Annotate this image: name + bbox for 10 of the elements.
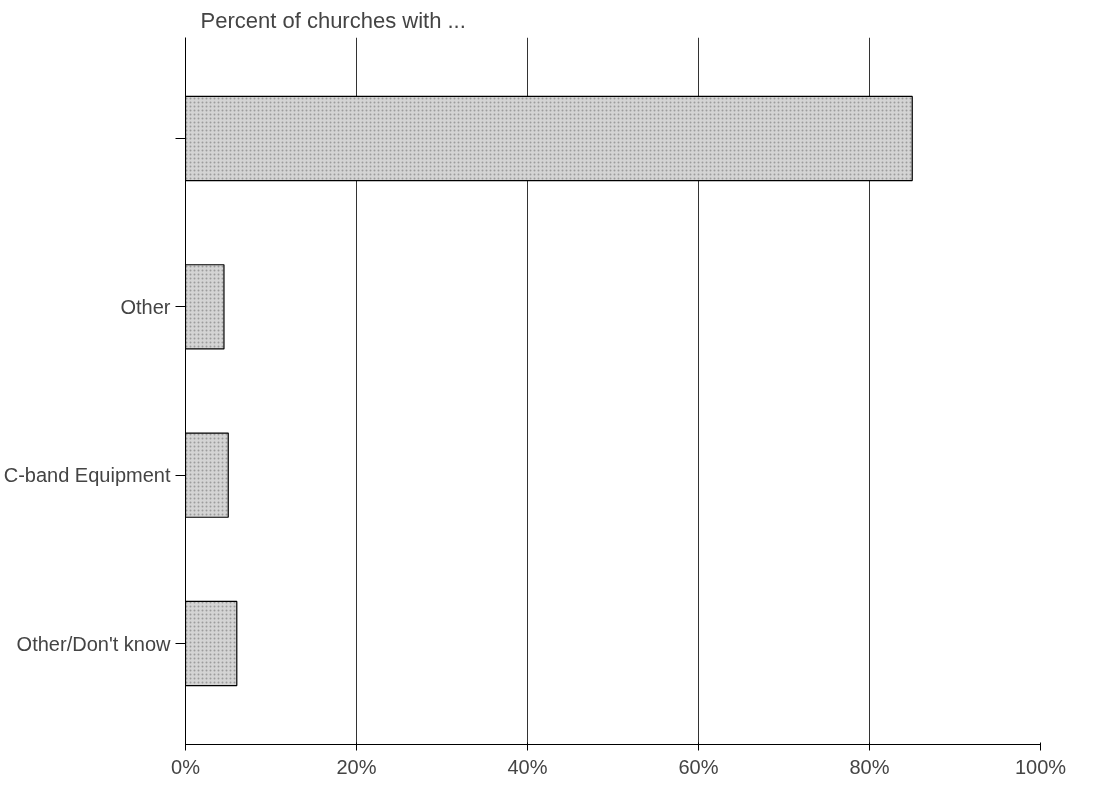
x-tick-label: 60% [678, 755, 719, 778]
y-tick-label: C-band Equipment [3, 464, 171, 487]
x-tick-label: 20% [336, 755, 377, 778]
y-tick-label: Other [120, 295, 171, 318]
x-tick-label: 80% [849, 755, 890, 778]
x-tick-label: 0% [171, 755, 201, 778]
y-tick-label: Other/Don't know [16, 632, 172, 655]
x-tick-label: 100% [1014, 755, 1067, 778]
x-tick-label: 40% [507, 755, 548, 778]
chart-title: Percent of churches with ... [200, 7, 466, 33]
